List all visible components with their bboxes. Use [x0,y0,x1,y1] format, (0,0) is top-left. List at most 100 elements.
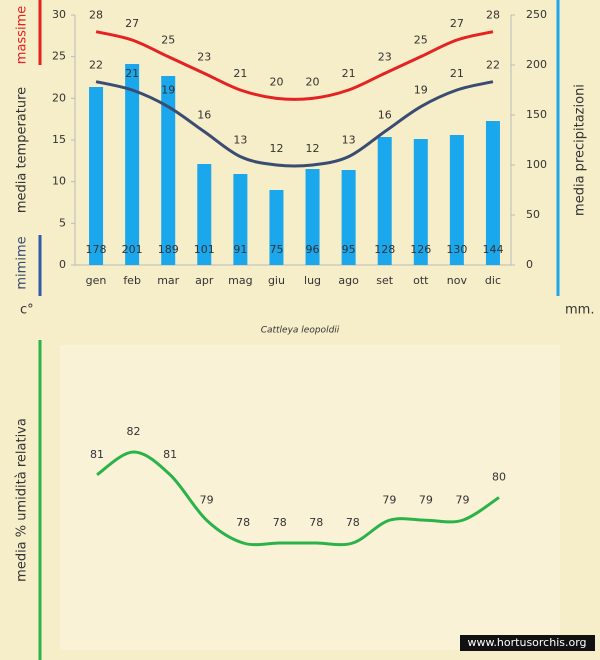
x-tick-label: lug [304,274,321,287]
bar-label: 91 [233,243,247,256]
bar [341,170,356,265]
y-tick-label: 15 [52,133,66,146]
bar [449,135,464,265]
y2-tick-label: 150 [526,108,547,121]
bar [89,87,104,265]
line [95,80,494,168]
bar-label: 128 [374,243,395,256]
point-label: 16 [378,109,392,122]
bar [305,169,320,265]
point-label: 78 [309,516,323,529]
point-label: 25 [161,34,175,47]
y2-tick-label: 100 [526,158,547,171]
series-name: massime [15,6,30,64]
x-tick-label: ago [338,274,359,287]
y-label: media temperature [15,87,30,213]
point-label: 22 [486,59,500,72]
point-label: 21 [233,67,247,80]
point-label: 78 [236,516,250,529]
point-label: 81 [163,448,177,461]
point-label: 22 [89,59,103,72]
y2-label: media precipitazioni [573,84,588,216]
point-label: 80 [492,471,506,484]
point-label: 23 [378,50,392,63]
point-label: 28 [486,9,500,22]
point-label: 21 [342,67,356,80]
x-tick-label: dic [485,274,501,287]
point-label: 19 [161,84,175,97]
y2-unit: mm. [565,303,594,318]
bar-label: 130 [446,243,467,256]
point-label: 16 [197,109,211,122]
x-tick-label: set [376,274,393,287]
point-label: 78 [273,516,287,529]
bar-label: 189 [158,243,179,256]
bar [125,64,140,265]
point-label: 21 [450,67,464,80]
point-label: 78 [346,516,360,529]
y-tick-label: 10 [52,175,66,188]
bar-label: 126 [410,243,431,256]
point-label: 19 [414,84,428,97]
point-label: 82 [127,425,141,438]
y2-tick-label: 0 [526,258,533,271]
point-label: 27 [450,17,464,30]
point-label: 27 [125,17,139,30]
point-label: 79 [382,493,396,506]
x-tick-label: mag [228,274,252,287]
line [95,30,494,101]
point-label: 21 [125,67,139,80]
bar-label: 96 [306,243,320,256]
x-tick-label: apr [195,274,214,287]
bar [377,137,392,265]
bar [485,121,500,265]
x-tick-label: ott [413,274,429,287]
plot-area [60,345,560,650]
x-tick-label: feb [123,274,141,287]
point-label: 25 [414,34,428,47]
bar-label: 101 [194,243,215,256]
bar [269,190,284,265]
point-label: 79 [455,493,469,506]
y-tick-label: 20 [52,91,66,104]
y-tick-label: 5 [59,216,66,229]
watermark: www.hortusorchis.org [467,636,586,649]
title: Cattleya leopoldii [261,326,340,336]
point-label: 13 [233,134,247,147]
x-tick-label: gen [86,274,107,287]
y-tick-label: 30 [52,8,66,21]
bar [413,139,428,265]
point-label: 79 [200,493,214,506]
bar [197,164,212,265]
x-tick-label: giu [268,274,285,287]
x-tick-label: mar [157,274,179,287]
x-tick-label: nov [447,274,468,287]
point-label: 12 [269,142,283,155]
y2-tick-label: 50 [526,208,540,221]
series-name: mimime [15,236,30,289]
y-unit: c° [20,303,34,318]
bar [161,76,176,265]
line [96,450,500,547]
bar-label: 95 [342,243,356,256]
point-label: 23 [197,50,211,63]
watermark-bg [460,635,595,651]
point-label: 20 [306,75,320,88]
y-tick-label: 25 [52,50,66,63]
y2-tick-label: 250 [526,8,547,21]
y2-tick-label: 200 [526,58,547,71]
point-label: 81 [90,448,104,461]
bar [233,174,248,265]
bar-label: 75 [269,243,283,256]
bar-label: 178 [86,243,107,256]
point-label: 12 [306,142,320,155]
bar-label: 144 [482,243,503,256]
y-tick-label: 0 [59,258,66,271]
bar-label: 201 [122,243,143,256]
point-label: 28 [89,9,103,22]
point-label: 20 [269,75,283,88]
point-label: 79 [419,493,433,506]
point-label: 13 [342,134,356,147]
y-label: media % umidità relativa [15,418,30,582]
